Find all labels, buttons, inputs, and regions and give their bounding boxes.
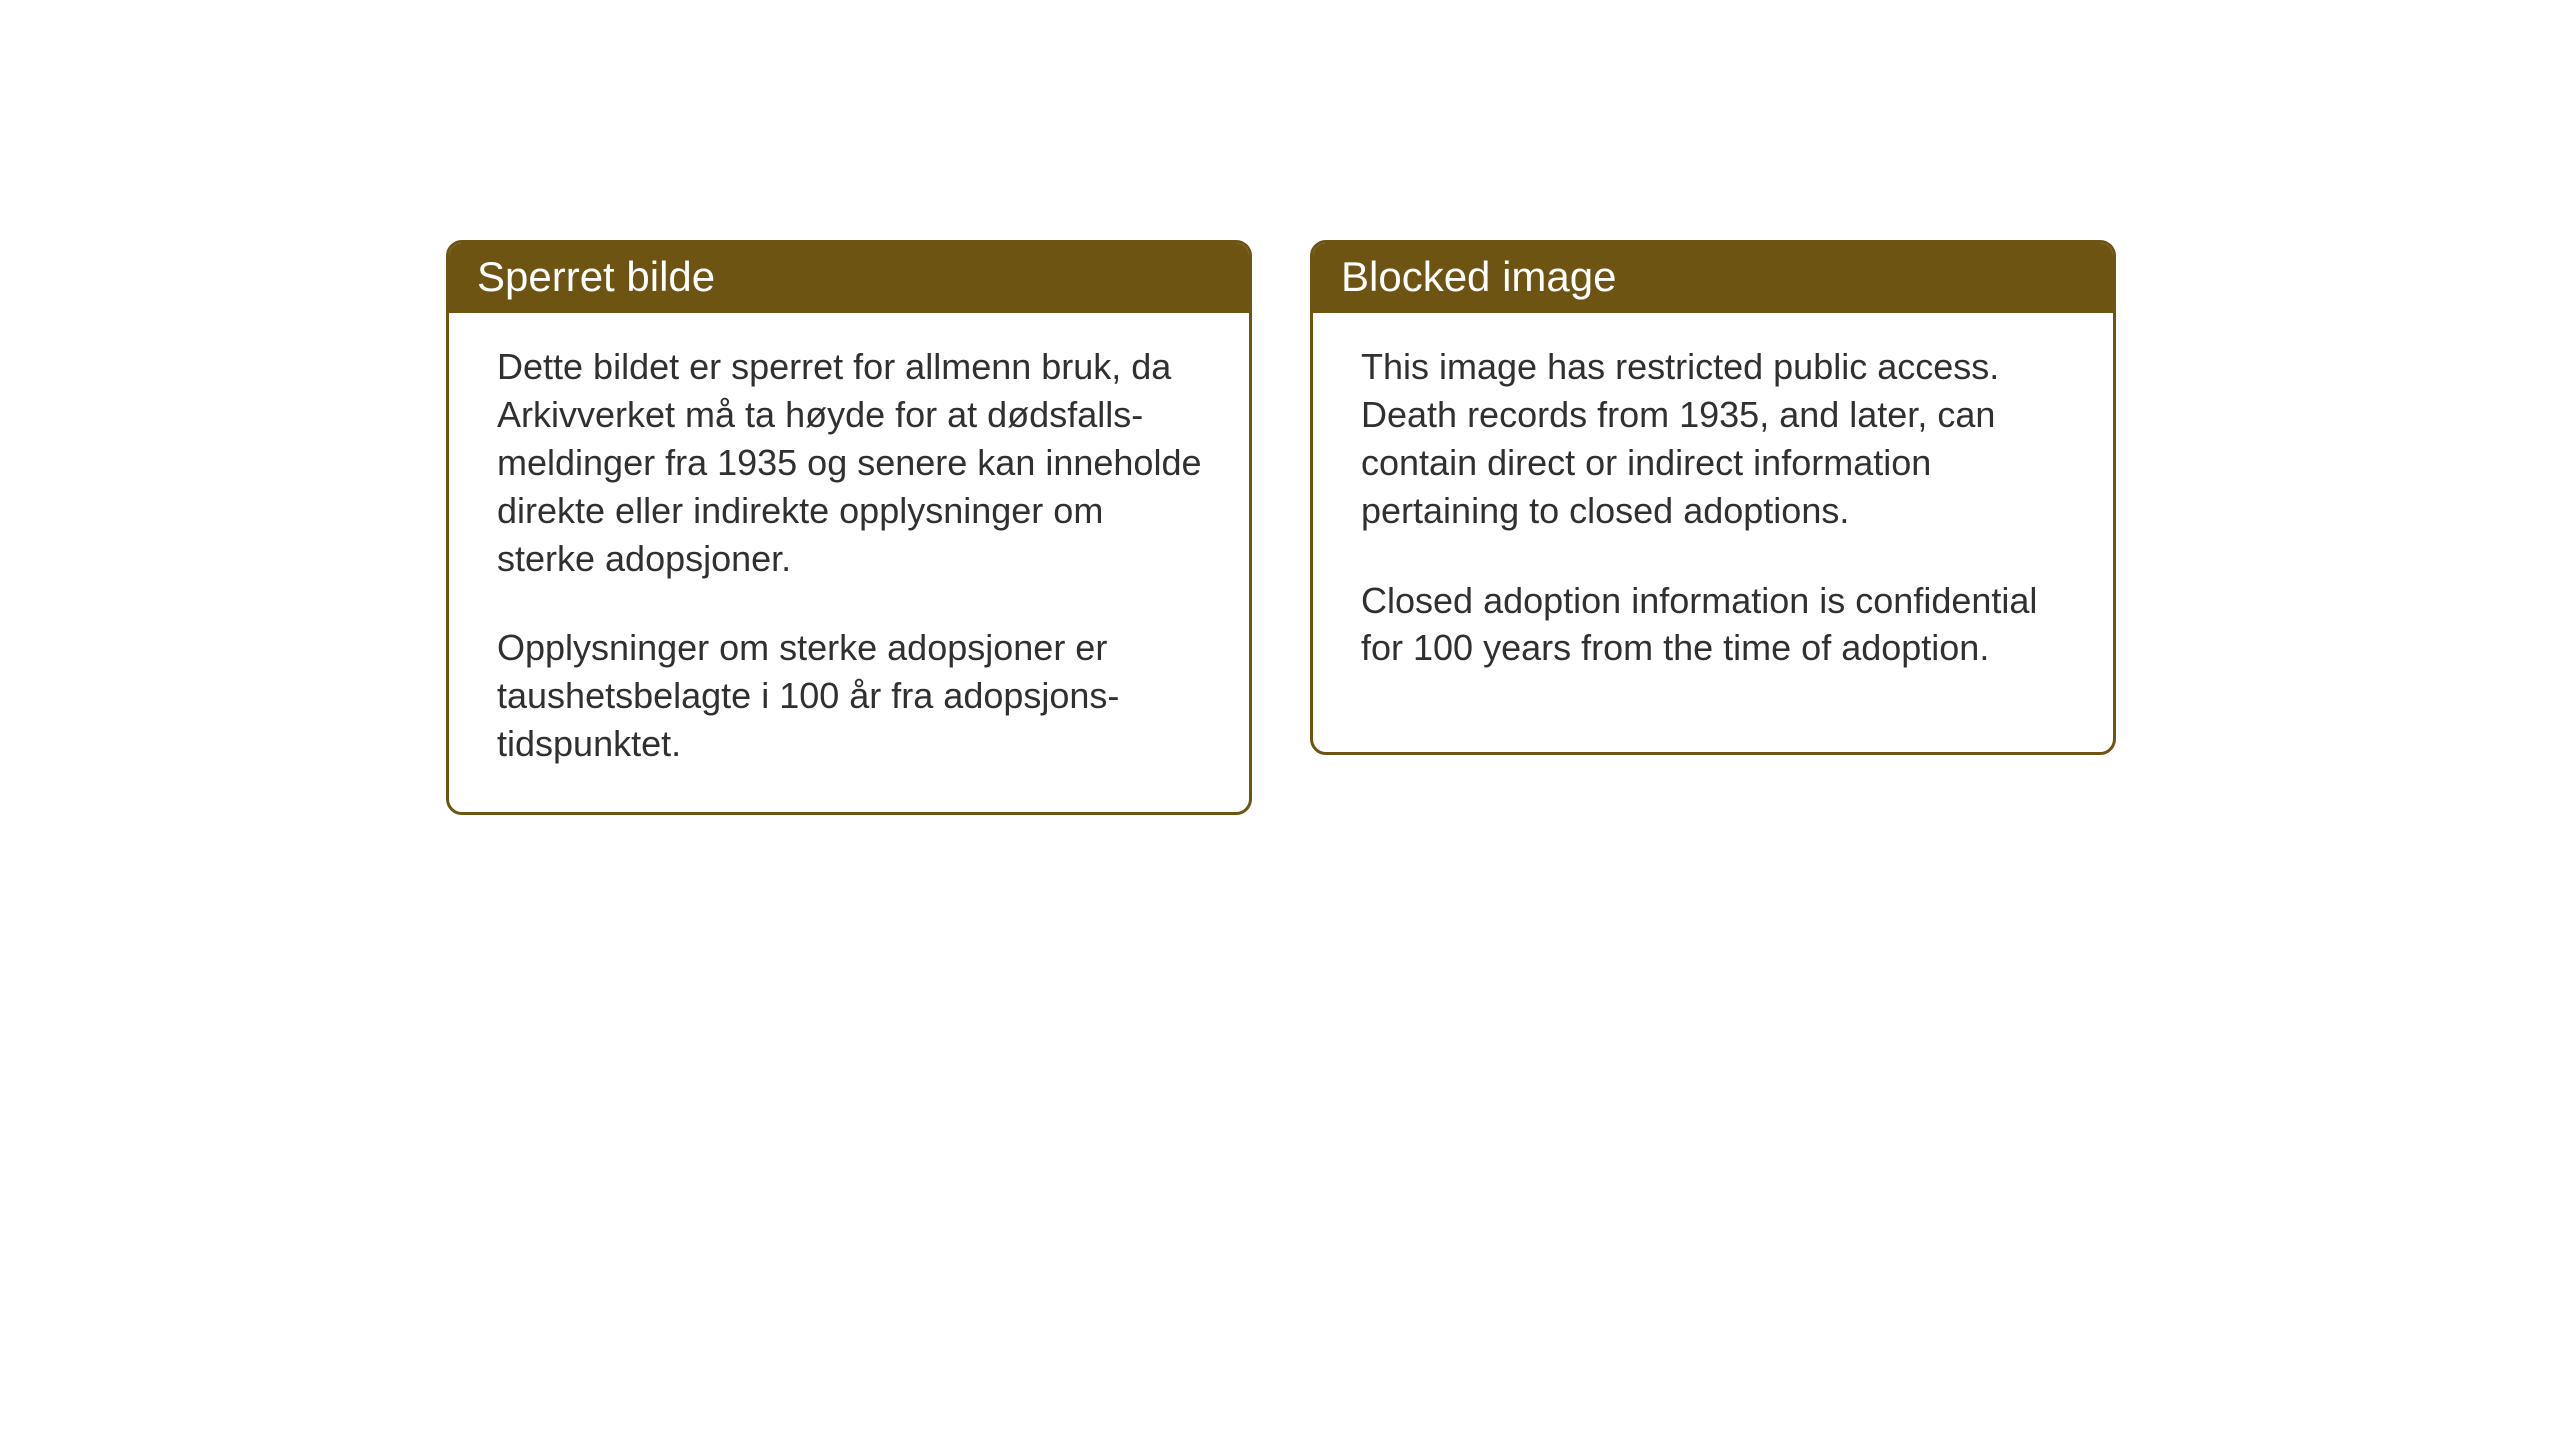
- paragraph-1-norwegian: Dette bildet er sperret for allmenn bruk…: [497, 343, 1205, 582]
- card-body-norwegian: Dette bildet er sperret for allmenn bruk…: [449, 313, 1249, 812]
- paragraph-2-norwegian: Opplysninger om sterke adopsjoner er tau…: [497, 624, 1205, 768]
- card-header-norwegian: Sperret bilde: [449, 243, 1249, 313]
- paragraph-2-english: Closed adoption information is confident…: [1361, 577, 2069, 673]
- card-title-english: Blocked image: [1341, 253, 1616, 300]
- notice-card-english: Blocked image This image has restricted …: [1310, 240, 2116, 755]
- notice-container: Sperret bilde Dette bildet er sperret fo…: [446, 240, 2116, 815]
- paragraph-1-english: This image has restricted public access.…: [1361, 343, 2069, 535]
- card-body-english: This image has restricted public access.…: [1313, 313, 2113, 716]
- card-header-english: Blocked image: [1313, 243, 2113, 313]
- notice-card-norwegian: Sperret bilde Dette bildet er sperret fo…: [446, 240, 1252, 815]
- card-title-norwegian: Sperret bilde: [477, 253, 715, 300]
